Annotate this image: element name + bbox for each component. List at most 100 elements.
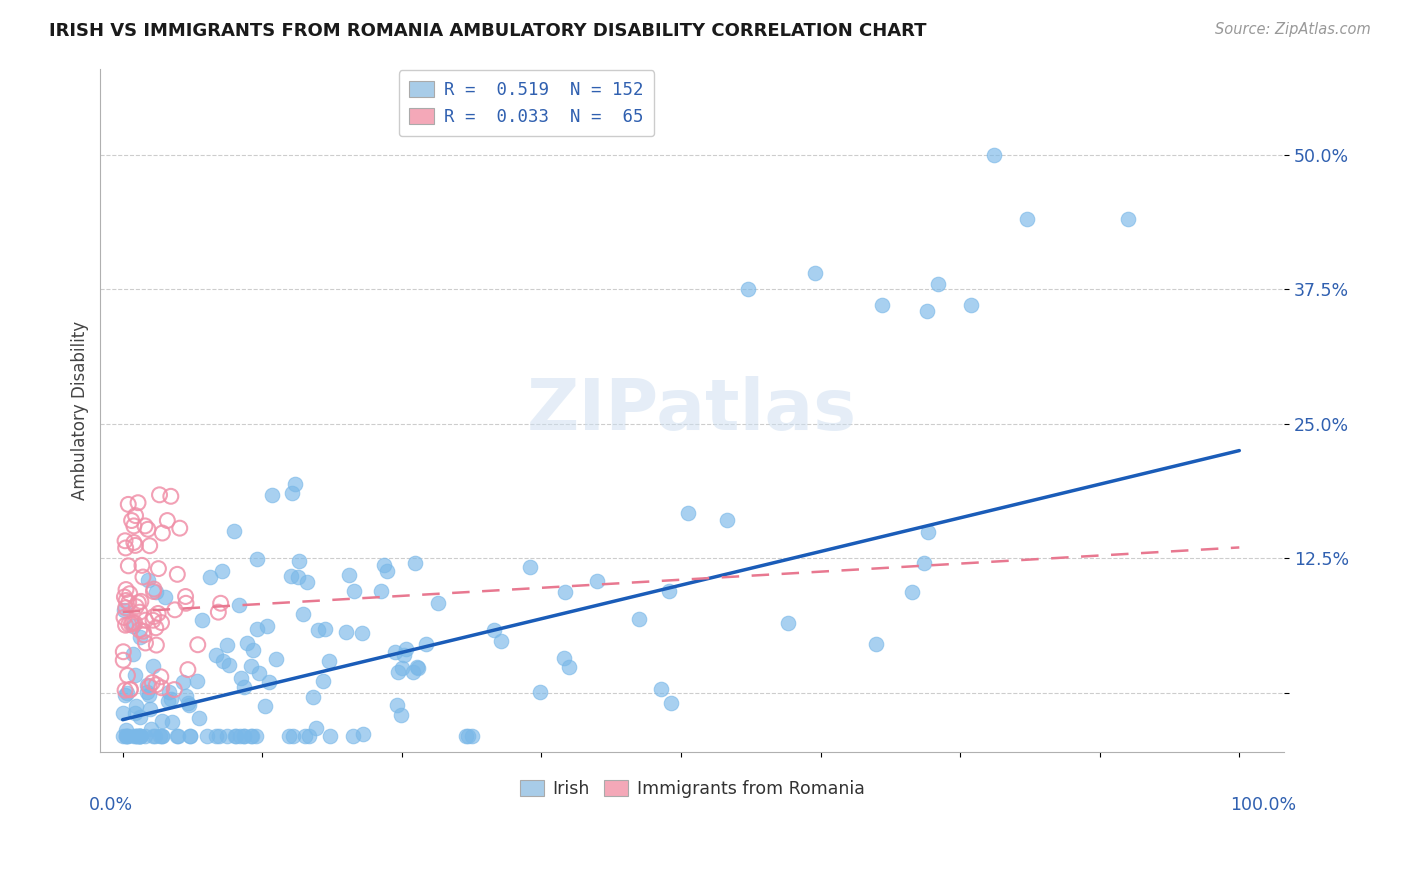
Point xyxy=(138,539,160,553)
Point xyxy=(239,659,262,673)
Point xyxy=(406,661,429,675)
Legend: Irish, Immigrants from Romania: Irish, Immigrants from Romania xyxy=(513,772,872,805)
Point xyxy=(1017,212,1039,227)
Point xyxy=(129,729,152,743)
Point xyxy=(124,615,146,630)
Point xyxy=(277,729,299,743)
Point xyxy=(415,637,437,651)
Point xyxy=(246,622,269,636)
Point xyxy=(114,533,136,548)
Point xyxy=(150,729,173,743)
Point xyxy=(205,729,228,743)
Point xyxy=(314,623,336,637)
Point xyxy=(225,729,247,743)
Point xyxy=(266,652,288,666)
Point xyxy=(148,488,170,502)
Point xyxy=(136,522,159,536)
Point xyxy=(198,570,221,584)
Point xyxy=(167,729,190,743)
Point xyxy=(233,681,256,695)
Point xyxy=(242,643,264,657)
Point xyxy=(128,729,150,743)
Point xyxy=(716,513,738,527)
Point xyxy=(342,729,364,743)
Point xyxy=(128,729,150,743)
Point xyxy=(204,648,226,662)
Point xyxy=(392,648,415,663)
Point xyxy=(134,519,156,533)
Point xyxy=(166,729,188,743)
Point xyxy=(160,714,183,729)
Point xyxy=(586,574,609,588)
Point xyxy=(129,630,152,644)
Point xyxy=(115,729,138,743)
Point xyxy=(134,613,156,627)
Point xyxy=(307,623,329,637)
Point xyxy=(352,727,374,741)
Point xyxy=(529,685,551,699)
Point xyxy=(208,729,231,743)
Point xyxy=(122,729,145,743)
Point xyxy=(312,674,335,689)
Point xyxy=(427,596,450,610)
Point xyxy=(114,590,136,604)
Point xyxy=(156,514,179,528)
Point xyxy=(191,613,214,627)
Point xyxy=(122,519,145,533)
Point xyxy=(658,583,681,598)
Point xyxy=(115,593,138,607)
Point xyxy=(157,694,180,708)
Point xyxy=(121,514,143,528)
Point xyxy=(150,729,173,743)
Point xyxy=(209,596,232,610)
Point xyxy=(120,682,142,697)
Point xyxy=(124,508,146,523)
Point xyxy=(188,711,211,725)
Point xyxy=(115,729,138,743)
Point xyxy=(395,642,418,657)
Point xyxy=(489,634,512,648)
Point xyxy=(457,729,479,743)
Point xyxy=(554,585,576,599)
Point xyxy=(117,729,139,743)
Point xyxy=(129,594,152,608)
Point xyxy=(245,729,267,743)
Point xyxy=(120,616,142,631)
Point xyxy=(122,535,145,549)
Point xyxy=(145,678,167,692)
Point xyxy=(132,624,155,639)
Point xyxy=(148,561,170,575)
Point xyxy=(917,524,939,539)
Point xyxy=(122,619,145,633)
Point xyxy=(461,729,484,743)
Point xyxy=(129,710,152,724)
Text: ZIPatlas: ZIPatlas xyxy=(527,376,858,445)
Point xyxy=(141,675,163,690)
Point xyxy=(124,668,146,682)
Point xyxy=(177,697,200,711)
Point xyxy=(287,570,309,584)
Point xyxy=(257,674,280,689)
Point xyxy=(117,558,139,573)
Point xyxy=(159,489,181,503)
Point xyxy=(384,645,406,659)
Point xyxy=(114,688,136,702)
Point xyxy=(136,685,159,699)
Point xyxy=(120,682,142,697)
Point xyxy=(136,574,159,588)
Point xyxy=(114,729,136,743)
Point xyxy=(519,559,541,574)
Point xyxy=(391,661,413,675)
Point xyxy=(224,729,246,743)
Point xyxy=(142,613,165,627)
Point xyxy=(387,665,409,679)
Point xyxy=(558,660,581,674)
Point xyxy=(163,603,186,617)
Point xyxy=(983,147,1005,161)
Point xyxy=(319,729,342,743)
Point xyxy=(245,552,267,566)
Point xyxy=(125,698,148,713)
Point xyxy=(375,564,398,578)
Point xyxy=(132,628,155,642)
Point xyxy=(804,266,827,280)
